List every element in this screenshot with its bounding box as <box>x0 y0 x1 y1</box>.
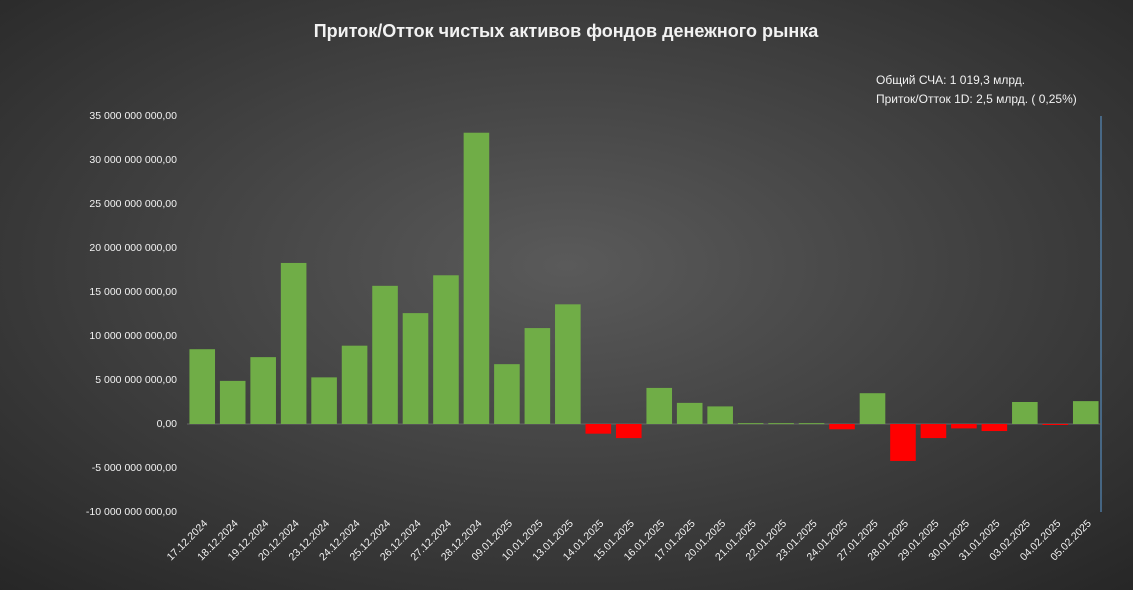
bar <box>494 364 520 424</box>
y-tick-label: -10 000 000 000,00 <box>86 506 177 518</box>
bar <box>981 424 1008 432</box>
bar <box>219 380 246 424</box>
bar <box>463 132 490 424</box>
bar <box>737 423 764 425</box>
chart-title: Приток/Отток чистых активов фондов денеж… <box>314 21 820 41</box>
bar <box>646 387 673 424</box>
bar <box>615 424 642 439</box>
bar <box>890 424 916 461</box>
bar <box>951 424 977 429</box>
bar <box>372 285 398 424</box>
bar <box>829 424 855 430</box>
annotation: Приток/Отток 1D: 2,5 млрд. ( 0,25%) <box>876 92 1077 106</box>
bar <box>402 313 429 424</box>
bar <box>433 275 459 424</box>
y-tick-label: 10 000 000 000,00 <box>89 330 177 342</box>
bar <box>920 424 947 439</box>
y-tick-label: 15 000 000 000,00 <box>89 286 177 298</box>
y-tick-label: 35 000 000 000,00 <box>89 110 177 122</box>
bar <box>1072 401 1099 424</box>
bar <box>189 349 216 424</box>
bar <box>555 304 581 424</box>
y-tick-label: -5 000 000 000,00 <box>92 462 177 474</box>
bar <box>341 345 368 424</box>
bar <box>676 402 703 424</box>
bar <box>585 424 612 434</box>
y-tick-label: 30 000 000 000,00 <box>89 154 177 166</box>
y-tick-label: 25 000 000 000,00 <box>89 198 177 210</box>
bar <box>1012 402 1038 424</box>
bar <box>768 423 794 425</box>
y-tick-label: 20 000 000 000,00 <box>89 242 177 254</box>
bar <box>798 423 825 425</box>
bar <box>311 377 337 424</box>
bar <box>859 393 886 424</box>
bar <box>707 406 733 424</box>
y-tick-label: 5 000 000 000,00 <box>95 374 177 386</box>
annotation: Общий СЧА: 1 019,3 млрд. <box>876 73 1025 87</box>
y-tick-label: 0,00 <box>157 418 178 430</box>
bar <box>524 328 551 424</box>
bar <box>250 357 276 424</box>
bar <box>1042 424 1069 425</box>
bar <box>280 262 307 424</box>
